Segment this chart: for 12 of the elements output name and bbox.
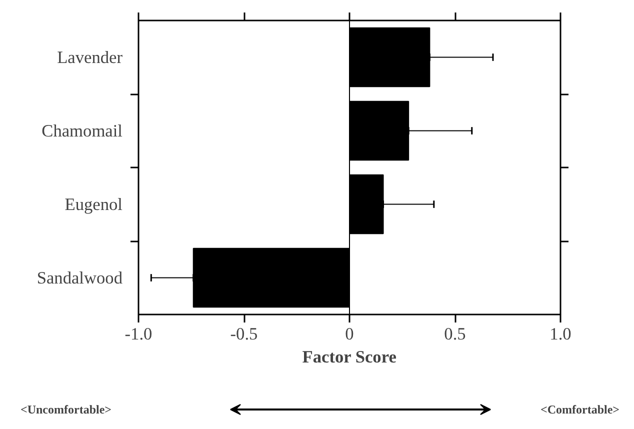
text: <Uncomfortable> xyxy=(20,402,112,416)
x-tick-label: -0.5 xyxy=(230,324,258,344)
y-tick-label: Sandalwood xyxy=(36,268,123,288)
x-tick-label: 0 xyxy=(345,324,354,344)
x-tick-label: -1.0 xyxy=(124,324,152,344)
y-tick-label: Chamomail xyxy=(42,121,123,140)
y-tick-label: Lavender xyxy=(57,48,123,67)
x-tick-label: 1.0 xyxy=(550,324,572,344)
y-tick-label: Eugenol xyxy=(64,194,123,214)
x-tick-label: 0.5 xyxy=(444,324,466,344)
text: <Comfortable> xyxy=(540,402,620,416)
x-axis-title: Factor Score xyxy=(302,348,397,366)
